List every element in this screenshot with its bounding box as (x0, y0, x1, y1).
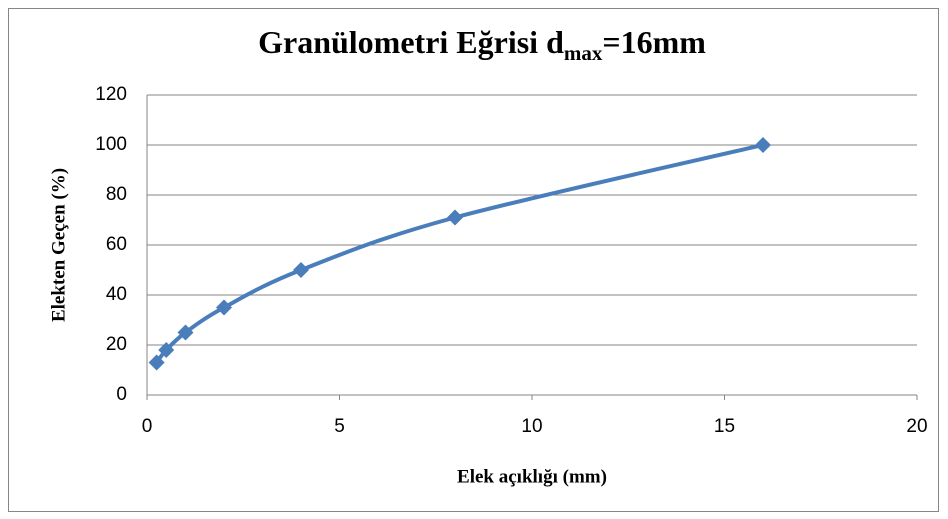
title-rest: =16mm (602, 24, 706, 60)
chart-border (8, 8, 939, 512)
x-tick-label: 10 (521, 416, 542, 437)
x-axis-label: Elek açıklığı (mm) (457, 466, 607, 487)
y-axis-label: Elekten Geçen (%) (48, 168, 69, 322)
x-tick-label: 5 (334, 416, 345, 437)
x-tick-label: 0 (142, 416, 153, 437)
x-tick-label: 15 (714, 416, 735, 437)
marker (148, 354, 165, 371)
marker (447, 209, 463, 226)
marker (158, 342, 175, 358)
marker (755, 137, 771, 153)
chart-title: Granülometri Eğrisi dmax=16mm (258, 24, 706, 64)
x-tick-label: 20 (906, 416, 927, 437)
title-subscript: max (564, 41, 603, 65)
marker (293, 262, 309, 278)
y-tick-label: 60 (106, 234, 127, 255)
marker (216, 299, 232, 316)
y-tick-label: 80 (106, 184, 127, 205)
y-tick-label: 20 (106, 334, 127, 355)
y-tick-label: 40 (106, 284, 127, 305)
marker (177, 324, 194, 341)
y-tick-label: 0 (116, 384, 127, 405)
y-tick-label: 120 (95, 84, 127, 105)
y-tick-label: 100 (95, 134, 127, 155)
title-main: Granülometri Eğrisi d (258, 24, 564, 60)
